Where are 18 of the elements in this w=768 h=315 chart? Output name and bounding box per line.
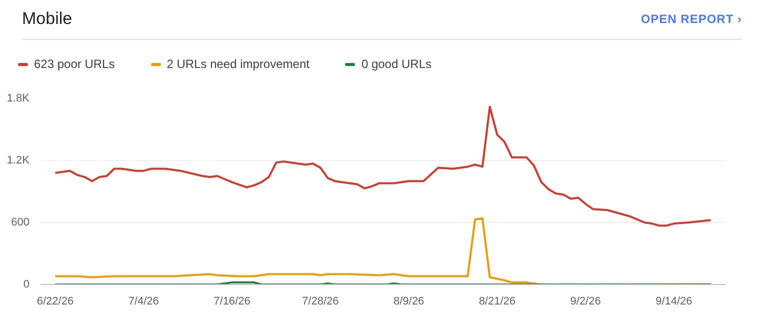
x-tick-label: 6/22/26 [36,296,74,308]
x-tick-label: 9/14/26 [656,296,692,308]
legend-label: 2 URLs need improvement [166,56,310,73]
text: OPEN REPORT › [640,10,742,28]
y-tick-label: 0 [23,278,30,290]
chart-title: Mobile [22,8,72,30]
y-tick-label: 1.2K [6,154,30,166]
x-tick-label: 8/9/26 [393,296,424,308]
y-tick-label: 600 [11,216,30,228]
line-series [54,106,712,227]
x-tick-label: 7/16/26 [214,296,250,308]
x-tick-label: 8/21/26 [478,296,516,308]
x-tick-label: 7/4/26 [128,296,159,308]
x-tick-label: 9/2/26 [570,296,601,308]
y-tick-label: 1.8K [6,92,30,104]
x-tick-label: 7/28/26 [302,296,339,308]
legend-label: 0 good URLs [360,56,432,73]
legend-label: 623 poor URLs [33,56,115,73]
